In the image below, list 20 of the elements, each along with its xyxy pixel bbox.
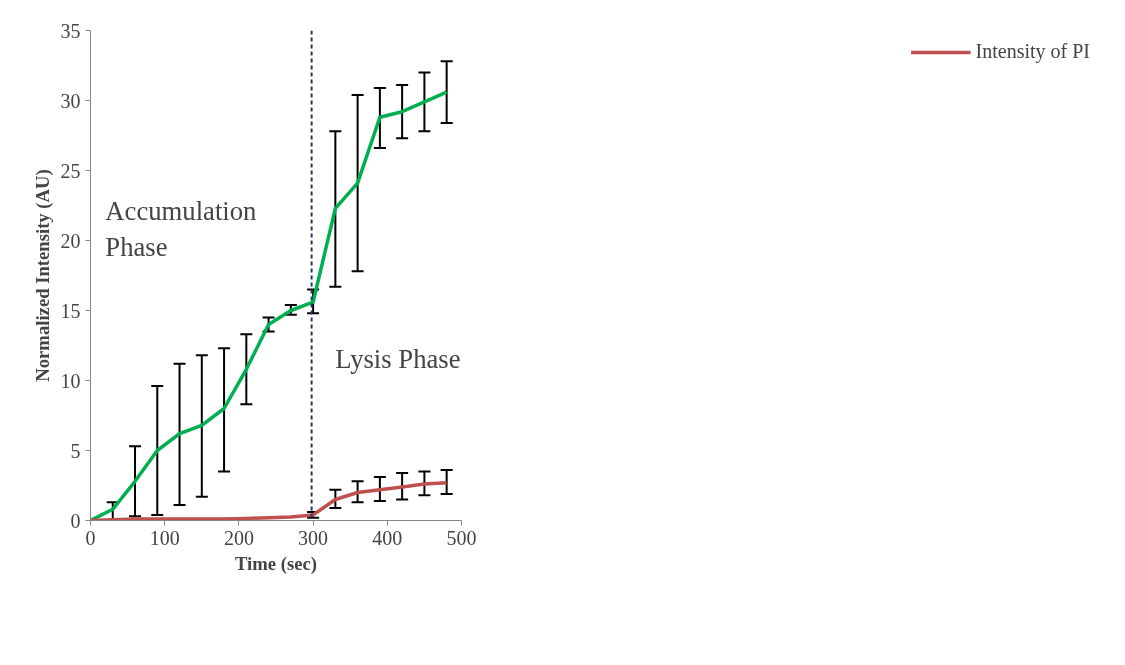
- x-tick-label: 400: [372, 526, 403, 549]
- x-axis-title: Time (sec): [234, 552, 318, 575]
- x-tick-label: 300: [298, 526, 329, 549]
- annotation: Lysis Phase: [335, 343, 461, 374]
- y-axis-title: Normalized Intensity (AU): [31, 169, 54, 382]
- line-series: [90, 480, 449, 521]
- y-tick-label: 15: [60, 299, 81, 322]
- y-tick-label: 30: [60, 89, 81, 112]
- x-tick-label: 200: [223, 526, 254, 549]
- y-tick-label: 20: [60, 229, 81, 252]
- y-tick-label: 0: [70, 509, 81, 532]
- legend-label: Intensity of PI: [975, 40, 1090, 63]
- y-tick-label: 5: [70, 439, 81, 462]
- x-tick-label: 100: [149, 526, 180, 549]
- y-tick-label: 35: [60, 19, 81, 42]
- x-tick-label: 0: [85, 526, 96, 549]
- annotation: Accumulation Phase: [105, 195, 257, 262]
- y-tick-label: 10: [60, 369, 81, 392]
- y-tick-label: 25: [60, 159, 81, 182]
- x-tick-label: 500: [446, 526, 477, 549]
